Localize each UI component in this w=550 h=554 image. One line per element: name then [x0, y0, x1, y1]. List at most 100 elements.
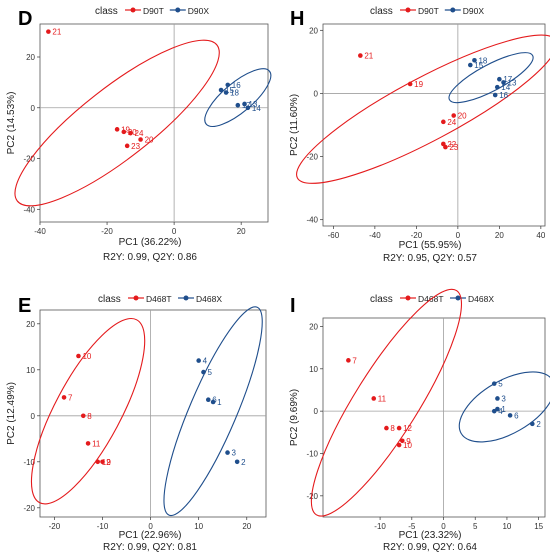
data-point	[196, 358, 201, 363]
data-point	[95, 459, 101, 465]
data-point	[80, 413, 86, 419]
legend-key-point	[175, 7, 181, 13]
point-label: 11	[378, 394, 387, 403]
x-tick-label: -20	[101, 227, 113, 236]
legend-label: D90X	[463, 6, 485, 16]
legend-label: D468X	[196, 294, 222, 304]
point-label: 14	[252, 104, 261, 113]
legend-key-point	[405, 7, 411, 13]
data-point	[441, 119, 446, 125]
model-fit-caption: R2Y: 0.99, Q2Y: 0.81	[103, 542, 197, 553]
y-tick-label: -20	[23, 504, 35, 513]
x-axis-title: PC1 (22.96%)	[119, 530, 182, 541]
y-tick-label: 10	[309, 365, 318, 374]
x-tick-label: -40	[34, 227, 46, 236]
data-point	[495, 396, 500, 401]
y-tick-label: -40	[306, 216, 318, 225]
y-tick-label: -10	[306, 449, 318, 458]
data-point	[530, 421, 535, 427]
data-point	[100, 459, 105, 465]
confidence-ellipse	[296, 34, 550, 184]
point-label: 22	[447, 140, 456, 149]
panel-letter: E	[18, 295, 31, 317]
data-point	[501, 80, 506, 85]
data-point	[242, 101, 247, 107]
x-tick-label: -40	[369, 231, 381, 240]
data-point	[201, 369, 206, 375]
data-point	[468, 62, 473, 68]
point-label: 2	[241, 458, 246, 467]
x-tick-label: 20	[495, 231, 504, 240]
point-label: 8	[87, 412, 92, 421]
data-point	[218, 87, 224, 93]
x-tick-label: -5	[408, 522, 416, 531]
series-d90t: 211920242023	[14, 28, 220, 207]
y-tick-label: 20	[26, 53, 35, 62]
data-point	[371, 396, 377, 401]
confidence-ellipse	[14, 39, 220, 207]
y-tick-label: -20	[306, 492, 318, 501]
y-axis-title: PC2 (14.53%)	[6, 92, 17, 155]
x-axis-title: PC1 (55.95%)	[399, 240, 462, 251]
data-point	[443, 144, 448, 150]
point-label: 20	[458, 112, 467, 121]
point-label: 1	[217, 398, 222, 407]
x-tick-label: -20	[411, 231, 423, 240]
y-tick-label: 20	[309, 26, 318, 35]
point-label: 6	[212, 396, 217, 405]
legend: class D468T D468X	[370, 294, 494, 305]
data-point	[494, 84, 500, 90]
point-label: 5	[498, 380, 503, 389]
model-fit-caption: R2Y: 0.99, Q2Y: 0.64	[383, 542, 477, 553]
legend-label: D468T	[146, 294, 172, 304]
y-tick-label: -10	[23, 458, 35, 467]
plot-area	[39, 309, 267, 518]
y-axis-title: PC2 (11.60%)	[289, 94, 300, 156]
legend-key-point	[183, 295, 189, 301]
point-label: 6	[514, 411, 519, 420]
legend-key-point	[450, 7, 456, 13]
legend: class D90T D90X	[95, 6, 209, 17]
data-point	[128, 130, 133, 136]
data-point	[235, 102, 241, 108]
x-tick-label: 15	[534, 522, 543, 531]
point-label: 19	[121, 125, 130, 134]
data-point	[399, 438, 405, 444]
legend-label: D90X	[188, 6, 210, 16]
data-point	[46, 29, 51, 34]
panel-letter: H	[290, 8, 304, 30]
legend-title: class	[370, 294, 393, 305]
plot-area	[322, 317, 546, 518]
point-label: 10	[403, 441, 412, 450]
model-fit-caption: R2Y: 0.95, Q2Y: 0.57	[383, 253, 477, 264]
point-label: 15	[474, 61, 483, 70]
confidence-ellipse	[30, 317, 146, 505]
point-label: 5	[207, 368, 212, 377]
data-point	[396, 442, 402, 448]
x-tick-label: -10	[97, 522, 109, 531]
legend-key-point	[405, 295, 411, 301]
point-label: 10	[82, 352, 91, 361]
data-point	[491, 381, 497, 386]
legend-key-point	[455, 295, 461, 301]
point-label: 24	[447, 118, 456, 127]
data-point	[492, 92, 498, 98]
data-point	[507, 413, 513, 418]
point-label: 21	[364, 52, 373, 61]
data-point	[76, 353, 81, 359]
point-label: 4	[498, 407, 503, 416]
x-tick-label: 0	[172, 227, 177, 236]
y-tick-label: 0	[314, 89, 319, 98]
model-fit-caption: R2Y: 0.99, Q2Y: 0.86	[103, 252, 197, 263]
data-point	[451, 113, 457, 118]
series-d468x: 5 3 14 6 2	[458, 371, 550, 443]
x-tick-label: 0	[441, 522, 446, 531]
x-tick-label: -60	[328, 231, 340, 240]
y-tick-label: 0	[31, 412, 36, 421]
legend-title: class	[98, 294, 121, 305]
point-label: 11	[92, 439, 101, 448]
